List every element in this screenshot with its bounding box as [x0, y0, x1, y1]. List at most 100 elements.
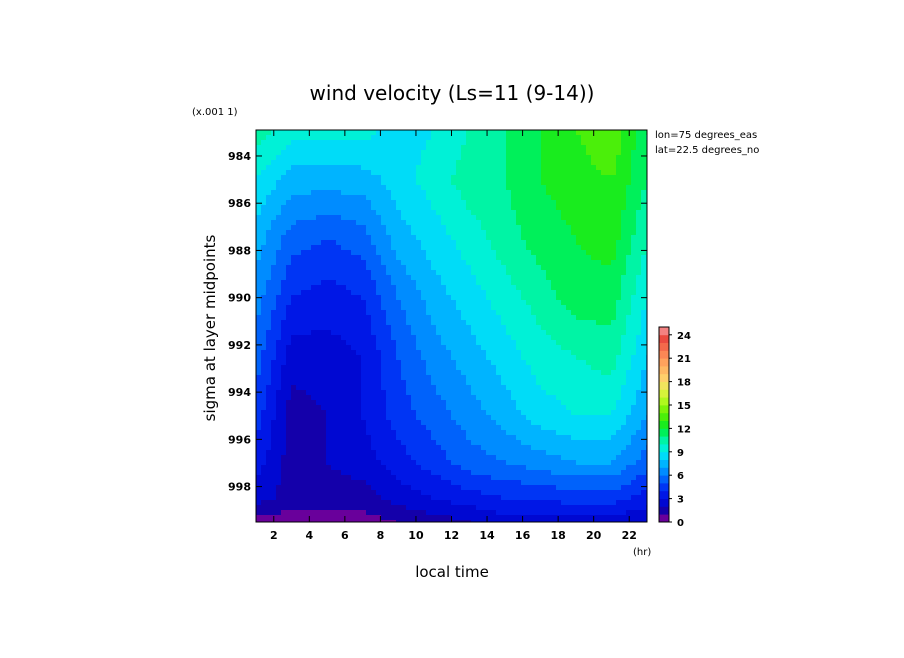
heatmap-cell: [496, 170, 502, 176]
heatmap-cell: [391, 175, 397, 181]
heatmap-cell: [331, 335, 337, 341]
heatmap-cell: [411, 185, 417, 191]
heatmap-cell: [271, 430, 277, 436]
heatmap-cell: [471, 355, 477, 361]
heatmap-cell: [276, 285, 282, 291]
heatmap-cell: [616, 240, 622, 246]
heatmap-cell: [346, 400, 352, 406]
heatmap-cell: [641, 440, 647, 446]
heatmap-cell: [271, 165, 277, 171]
heatmap-cell: [596, 190, 602, 196]
heatmap-cell: [276, 150, 282, 156]
heatmap-cell: [301, 280, 307, 286]
heatmap-cell: [456, 400, 462, 406]
heatmap-cell: [326, 280, 332, 286]
heatmap-cell: [276, 435, 282, 441]
heatmap-cell: [411, 405, 417, 411]
heatmap-cell: [551, 175, 557, 181]
heatmap-cell: [341, 190, 347, 196]
heatmap-cell: [331, 440, 337, 446]
heatmap-cell: [476, 390, 482, 396]
heatmap-cell: [576, 380, 582, 386]
heatmap-cell: [501, 240, 507, 246]
heatmap-cell: [501, 150, 507, 156]
heatmap-cell: [521, 425, 527, 431]
heatmap-cell: [591, 185, 597, 191]
heatmap-cell: [556, 160, 562, 166]
heatmap-cell: [301, 445, 307, 451]
heatmap-cell: [501, 305, 507, 311]
heatmap-cell: [416, 170, 422, 176]
heatmap-cell: [616, 225, 622, 231]
heatmap-cell: [591, 395, 597, 401]
heatmap-cell: [636, 335, 642, 341]
heatmap-cell: [501, 330, 507, 336]
heatmap-cell: [436, 155, 442, 161]
heatmap-cell: [476, 255, 482, 261]
heatmap-cell: [551, 310, 557, 316]
heatmap-cell: [371, 175, 377, 181]
heatmap-cell: [556, 235, 562, 241]
heatmap-cell: [621, 260, 627, 266]
heatmap-cell: [486, 355, 492, 361]
heatmap-cell: [346, 200, 352, 206]
heatmap-cell: [376, 215, 382, 221]
heatmap-cell: [351, 150, 357, 156]
heatmap-cell: [411, 160, 417, 166]
heatmap-cell: [546, 410, 552, 416]
heatmap-cell: [521, 390, 527, 396]
heatmap-cell: [356, 350, 362, 356]
heatmap-cell: [526, 295, 532, 301]
heatmap-cell: [596, 285, 602, 291]
heatmap-cell: [591, 415, 597, 421]
heatmap-cell: [341, 300, 347, 306]
heatmap-cell: [281, 345, 287, 351]
heatmap-cell: [286, 270, 292, 276]
heatmap-cell: [286, 155, 292, 161]
heatmap-cell: [341, 405, 347, 411]
heatmap-cell: [316, 170, 322, 176]
heatmap-cell: [366, 380, 372, 386]
heatmap-cell: [456, 410, 462, 416]
heatmap-cell: [581, 155, 587, 161]
heatmap-cell: [616, 230, 622, 236]
heatmap-cell: [296, 130, 302, 136]
heatmap-cell: [291, 145, 297, 151]
heatmap-cell: [371, 230, 377, 236]
heatmap-cell: [506, 355, 512, 361]
heatmap-cell: [281, 330, 287, 336]
heatmap-cell: [606, 410, 612, 416]
heatmap-cell: [326, 325, 332, 331]
heatmap-cell: [576, 210, 582, 216]
heatmap-cell: [306, 445, 312, 451]
heatmap-cell: [341, 135, 347, 141]
heatmap-cell: [381, 295, 387, 301]
heatmap-cell: [281, 410, 287, 416]
heatmap-cell: [421, 400, 427, 406]
heatmap-cell: [386, 165, 392, 171]
heatmap-cell: [441, 295, 447, 301]
heatmap-cell: [261, 160, 267, 166]
heatmap-cell: [521, 200, 527, 206]
heatmap-cell: [266, 285, 272, 291]
heatmap-cell: [621, 325, 627, 331]
heatmap-cell: [601, 315, 607, 321]
heatmap-cell: [596, 145, 602, 151]
heatmap-cell: [536, 435, 542, 441]
heatmap-cell: [566, 380, 572, 386]
heatmap-cell: [276, 365, 282, 371]
heatmap-cell: [621, 365, 627, 371]
heatmap-cell: [466, 440, 472, 446]
heatmap-cell: [591, 215, 597, 221]
heatmap-cell: [626, 215, 632, 221]
heatmap-cell: [256, 380, 262, 386]
heatmap-cell: [311, 295, 317, 301]
heatmap-cell: [381, 235, 387, 241]
heatmap-cell: [576, 375, 582, 381]
heatmap-cell: [521, 225, 527, 231]
heatmap-cell: [316, 175, 322, 181]
heatmap-cell: [421, 235, 427, 241]
heatmap-cell: [531, 160, 537, 166]
heatmap-cell: [361, 310, 367, 316]
heatmap-cell: [421, 365, 427, 371]
